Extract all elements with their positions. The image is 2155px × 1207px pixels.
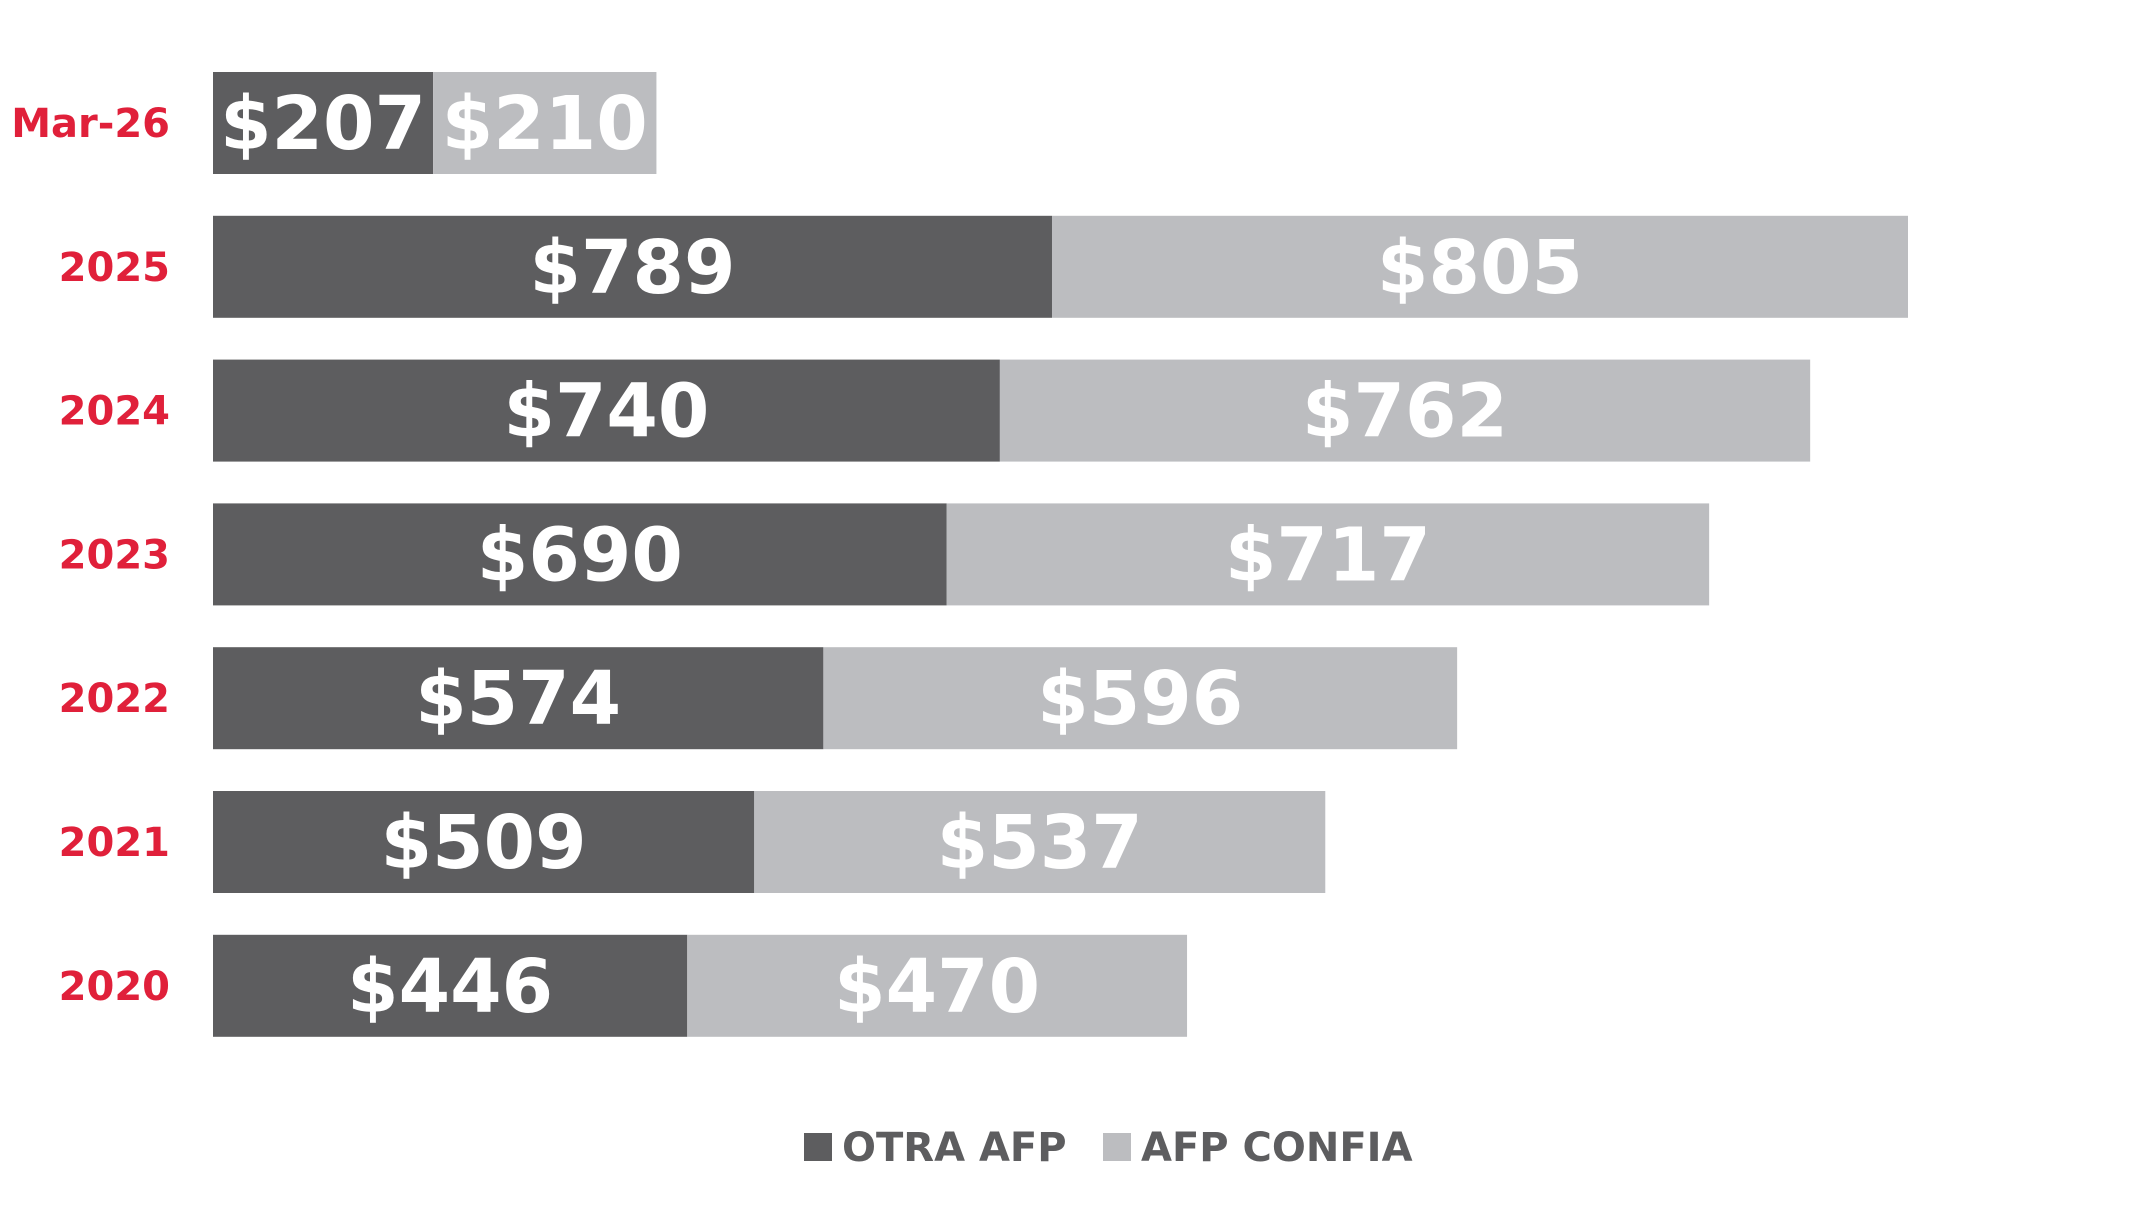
value-label: $207 [220, 81, 426, 167]
category-label: 2021 [59, 820, 170, 866]
bar-otra-afp-5 [213, 791, 755, 893]
bar-afp-confia-6 [687, 934, 1188, 1037]
value-label: $537 [937, 800, 1143, 886]
category-label: 2023 [59, 532, 170, 578]
value-label: $789 [530, 225, 736, 311]
legend: OTRA AFP AFP CONFIA [804, 1125, 1413, 1171]
bar-otra-afp-0 [213, 72, 434, 174]
bar-afp-confia-3 [946, 503, 1710, 606]
value-label: $596 [1037, 656, 1243, 742]
category-label: Mar-26 [11, 101, 170, 147]
value-labels: $207 $210 $789 $805 $740 $762 $690 $717 $574 $596… [220, 81, 1583, 1030]
category-labels: Mar-26 2025 2024 2023 2022 2021 2020 [11, 101, 170, 1010]
legend-swatch [1103, 1133, 1131, 1161]
bar-otra-afp-1 [213, 215, 1052, 318]
bar-afp-confia-5 [754, 791, 1326, 893]
legend-label: AFP CONFIA [1141, 1125, 1413, 1171]
bar-afp-confia-0 [433, 72, 657, 174]
value-label: $690 [477, 512, 683, 598]
category-label: 2025 [59, 245, 170, 291]
bar-afp-confia-2 [999, 359, 1811, 462]
value-label: $509 [381, 800, 587, 886]
bar-otra-afp-3 [213, 503, 947, 606]
value-label: $574 [415, 656, 621, 742]
value-label: $805 [1377, 225, 1583, 311]
value-label: $470 [834, 944, 1040, 1030]
value-label: $740 [503, 369, 709, 455]
category-label: 2022 [59, 676, 170, 722]
category-label: 2024 [59, 389, 170, 435]
value-label: $210 [442, 81, 648, 167]
bar-afp-confia-1 [1051, 215, 1908, 318]
bar-otra-afp-4 [213, 647, 824, 750]
bar-otra-afp-6 [213, 934, 688, 1037]
bar-otra-afp-2 [213, 359, 1000, 462]
legend-swatch [804, 1133, 832, 1161]
category-label: 2020 [59, 964, 170, 1010]
bar-afp-confia-4 [823, 647, 1458, 750]
value-label: $762 [1302, 369, 1508, 455]
value-label: $717 [1225, 512, 1431, 598]
value-label: $446 [347, 944, 553, 1030]
bars-group [213, 72, 1908, 1037]
legend-label: OTRA AFP [842, 1125, 1067, 1171]
